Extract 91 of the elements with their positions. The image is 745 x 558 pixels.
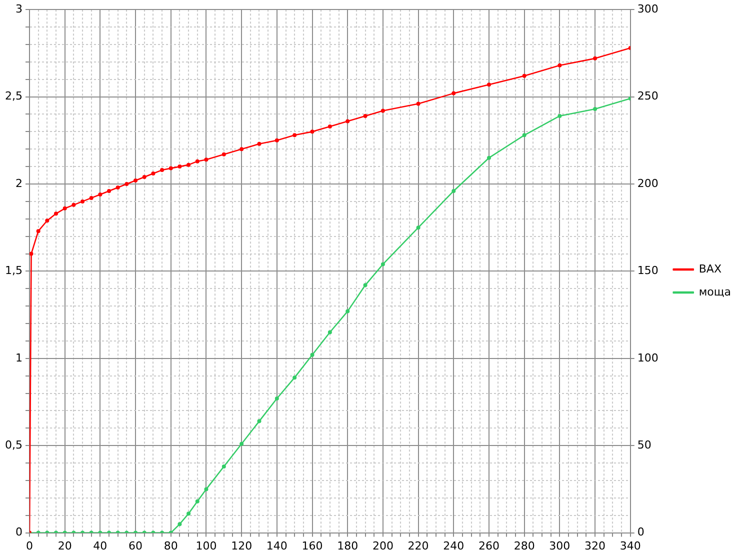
x-tick-label: 260 (478, 539, 500, 552)
point (380, 262, 385, 266)
point (328, 124, 332, 128)
point (486, 156, 491, 160)
y2-tick-label: 50 (637, 438, 652, 452)
point (54, 212, 58, 216)
point (522, 133, 526, 138)
x-tick-label: 340 (620, 539, 641, 552)
y2-tick-label: 150 (637, 264, 658, 278)
point (257, 419, 262, 424)
point (195, 159, 200, 164)
point (593, 56, 598, 60)
point (274, 138, 279, 142)
point (134, 178, 138, 183)
y2-tick-label: 300 (637, 2, 658, 16)
x-tick-label: 180 (337, 539, 358, 552)
point (380, 108, 385, 113)
point (593, 107, 598, 112)
point (416, 102, 420, 106)
point (363, 114, 368, 118)
y2-tick-label: 0 (637, 526, 644, 539)
y2-tick-label: 200 (637, 176, 658, 190)
point (346, 309, 350, 314)
point (80, 199, 85, 204)
x-tick-label: 280 (514, 539, 535, 552)
point (116, 185, 120, 190)
point (204, 158, 208, 162)
x-tick-label: 140 (266, 539, 288, 552)
point (292, 133, 297, 138)
point (72, 202, 76, 207)
point (89, 196, 94, 200)
point (363, 283, 368, 288)
point (452, 91, 456, 96)
legend-label: моща (698, 285, 732, 298)
point (222, 152, 226, 156)
point (160, 168, 164, 172)
point (292, 376, 297, 380)
point (558, 114, 562, 118)
x-tick-label: 120 (231, 539, 252, 552)
x-tick-label: 200 (372, 539, 394, 552)
point (204, 487, 208, 492)
point (452, 188, 456, 193)
point (178, 522, 182, 526)
point (186, 162, 191, 167)
point (98, 192, 102, 196)
x-tick-label: 300 (549, 539, 570, 552)
y-tick-label: 3 (15, 2, 22, 16)
x-tick-label: 240 (443, 539, 464, 552)
y2-tick-label: 250 (637, 90, 658, 103)
y-tick-label: 0,5 (4, 438, 22, 452)
point (178, 164, 182, 169)
point (257, 142, 262, 146)
point (416, 226, 420, 230)
x-tick-label: 100 (196, 539, 217, 552)
point (45, 218, 50, 223)
x-tick-label: 60 (128, 539, 143, 552)
y-tick-label: 0 (15, 526, 22, 539)
point (240, 442, 244, 446)
point (558, 63, 562, 68)
point (522, 74, 526, 78)
y-tick-label: 2 (15, 176, 22, 190)
x-tick-label: 160 (302, 539, 323, 552)
y-tick-label: 1,5 (4, 264, 22, 278)
x-tick-label: 320 (584, 539, 606, 552)
point (486, 82, 491, 87)
point (222, 464, 226, 469)
point (29, 252, 34, 256)
x-tick-label: 220 (408, 539, 429, 552)
point (274, 396, 279, 401)
x-tick-label: 80 (164, 539, 178, 552)
point (168, 166, 173, 170)
point (346, 119, 350, 124)
x-tick-label: 40 (93, 539, 108, 552)
y-tick-label: 1 (15, 351, 22, 364)
point (240, 147, 244, 152)
point (186, 512, 191, 516)
point (328, 330, 332, 334)
point (107, 188, 112, 193)
y-tick-label: 2,5 (4, 90, 22, 103)
x-tick-label: 0 (26, 539, 33, 552)
point (124, 182, 129, 186)
point (195, 499, 200, 504)
y2-tick-label: 100 (637, 351, 658, 364)
legend-label: ВАХ (698, 262, 722, 276)
point (310, 130, 314, 134)
point (310, 352, 314, 357)
x-tick-label: 20 (58, 539, 72, 552)
point (62, 206, 67, 210)
point (151, 172, 156, 176)
point (142, 175, 146, 180)
point (36, 229, 40, 234)
